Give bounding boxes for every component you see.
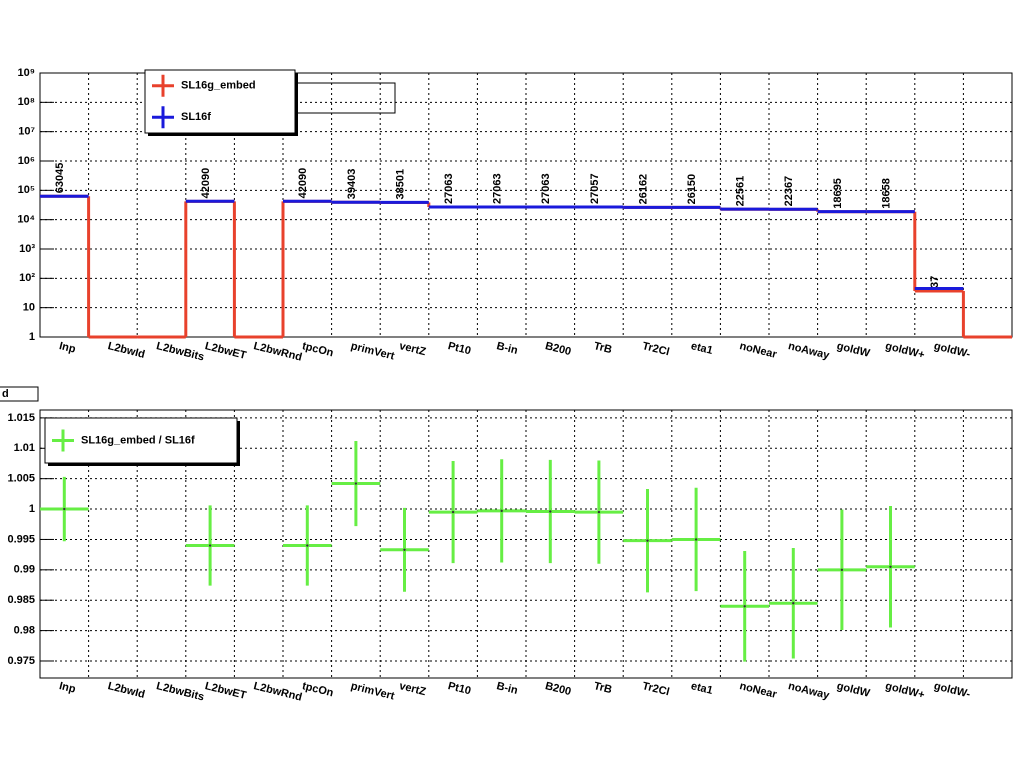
data-label: 18658: [880, 178, 892, 209]
x-tick-label: Pt10: [447, 680, 472, 697]
data-label: 38501: [394, 169, 406, 200]
point: [646, 539, 649, 542]
data-label: 27063: [443, 173, 455, 204]
y-tick-label: 0.985: [7, 594, 35, 606]
y-tick-label: 0.99: [14, 564, 35, 576]
x-tick-label: noNear: [738, 680, 778, 701]
point: [792, 602, 795, 605]
x-tick-label: Pt10: [447, 340, 472, 357]
x-tick-label: Tr2Cl: [641, 680, 671, 698]
y-tick-label: 0.975: [7, 655, 35, 667]
point: [63, 507, 66, 511]
x-tick-label: B-in: [495, 340, 519, 357]
x-tick-label: eta1: [690, 680, 714, 697]
y-tick-label: 0.98: [14, 625, 35, 637]
point: [500, 509, 503, 513]
data-label: 26150: [686, 174, 698, 205]
x-tick-label: Inp: [58, 340, 77, 356]
point: [549, 510, 552, 513]
x-tick-label: eta1: [690, 340, 714, 357]
data-label: 63045: [54, 163, 66, 194]
x-tick-label: B200: [544, 340, 572, 358]
y-tick-label: 10: [23, 302, 35, 314]
y-tick-label: 10³: [19, 243, 35, 255]
x-tick-label: goldW: [835, 340, 871, 360]
x-tick-label: noAway: [787, 340, 831, 362]
x-tick-label: vertZ: [398, 680, 427, 698]
data-label: 42090: [200, 168, 212, 199]
x-tick-label: L2bwRnd: [252, 680, 303, 704]
y-tick-label: 10⁵: [18, 184, 35, 196]
chart-title: d: [2, 388, 9, 400]
y-tick-label: 10⁷: [18, 126, 35, 138]
x-tick-label: Tr2Cl: [641, 340, 671, 358]
y-tick-label: 10⁸: [18, 96, 35, 108]
x-tick-label: L2bwBits: [155, 340, 205, 363]
x-tick-label: tpcOn: [301, 680, 335, 699]
x-tick-label: L2bwId: [106, 340, 146, 361]
x-tick-label: B-in: [495, 680, 519, 697]
y-tick-label: 1: [29, 503, 35, 515]
data-label: 27057: [589, 173, 601, 204]
x-tick-label: goldW-: [933, 340, 972, 361]
x-tick-label: goldW: [835, 680, 871, 700]
x-tick-label: B200: [544, 680, 572, 698]
x-tick-label: goldW-: [933, 680, 972, 701]
x-tick-label: noNear: [738, 340, 778, 361]
x-tick-label: L2bwId: [106, 680, 146, 701]
y-tick-label: 10²: [19, 272, 35, 284]
point: [403, 548, 406, 551]
x-tick-label: L2bwRnd: [252, 340, 303, 364]
data-label: 22561: [735, 176, 747, 207]
legend-label: SL16g_embed: [181, 80, 256, 92]
point: [306, 544, 309, 547]
data-label: 18695: [832, 178, 844, 209]
legend: [44, 417, 238, 464]
empty-box: [294, 82, 396, 114]
legend-label: SL16f: [181, 111, 211, 123]
point: [451, 510, 455, 514]
x-tick-label: tpcOn: [301, 340, 335, 359]
data-label: 27063: [540, 173, 552, 204]
data-label: 42090: [297, 168, 309, 199]
x-tick-label: L2bwET: [204, 340, 248, 362]
x-tick-label: goldW+: [884, 340, 926, 361]
point: [354, 482, 358, 485]
x-tick-label: TrB: [592, 680, 613, 696]
y-tick-label: 10⁶: [18, 155, 35, 167]
legend-label: SL16g_embed / SL16f: [81, 434, 195, 446]
legend: [144, 69, 296, 134]
x-tick-label: L2bwBits: [155, 680, 205, 703]
y-tick-label: 1.015: [7, 412, 35, 424]
x-tick-label: vertZ: [398, 340, 427, 358]
y-tick-label: 1.005: [7, 473, 35, 485]
point: [743, 605, 746, 608]
point: [694, 538, 698, 541]
point: [889, 565, 892, 568]
y-tick-label: 10⁴: [17, 214, 35, 226]
x-tick-label: goldW+: [884, 680, 926, 701]
point: [597, 510, 601, 514]
x-tick-label: primVert: [349, 340, 396, 363]
data-label: 26162: [637, 174, 649, 205]
data-label: 27063: [492, 173, 504, 204]
x-tick-label: noAway: [787, 680, 831, 702]
y-tick-label: 1: [29, 331, 35, 343]
y-tick-label: 10⁹: [18, 67, 35, 79]
y-tick-label: 0.995: [7, 533, 35, 545]
x-tick-label: primVert: [349, 680, 396, 703]
plots: 1 10 10² 10³ 10⁴ 10⁵ 10⁶ 10⁷ 10⁸ 10⁹ Inp L2bwId L2bw…: [7, 67, 1012, 704]
x-tick-label: L2bwET: [204, 680, 248, 702]
data-label: 22367: [783, 176, 795, 207]
title-box: [0, 386, 39, 402]
x-tick-label: TrB: [592, 340, 613, 356]
point: [840, 568, 844, 572]
point: [208, 544, 212, 547]
y-tick-label: 1.01: [14, 442, 35, 454]
x-tick-label: Inp: [58, 680, 77, 696]
data-label: 37: [929, 276, 941, 288]
data-label: 39403: [346, 169, 358, 200]
